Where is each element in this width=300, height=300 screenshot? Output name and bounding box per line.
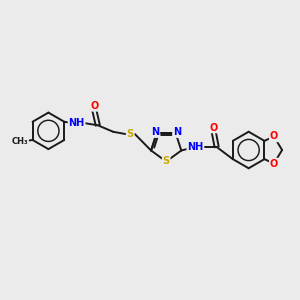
Text: O: O: [270, 131, 278, 142]
Text: O: O: [90, 101, 98, 111]
Text: NH: NH: [187, 142, 204, 152]
Text: O: O: [210, 122, 218, 133]
Text: S: S: [163, 157, 170, 166]
Text: S: S: [127, 129, 134, 139]
Text: O: O: [270, 158, 278, 169]
Text: NH: NH: [68, 118, 85, 128]
Text: N: N: [173, 127, 181, 137]
Text: N: N: [151, 127, 159, 137]
Text: CH₃: CH₃: [12, 137, 28, 146]
